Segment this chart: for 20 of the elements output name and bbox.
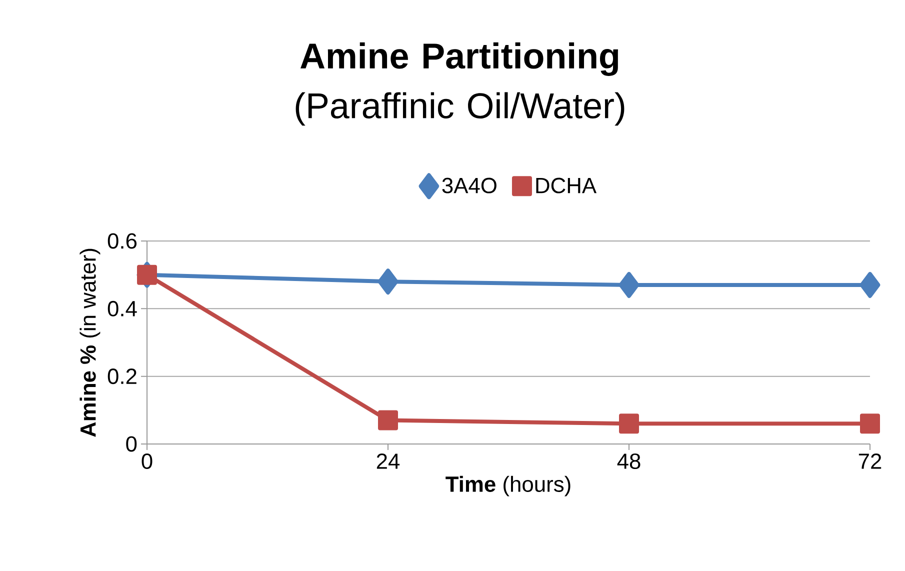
point [619, 414, 640, 434]
x-tick-label: 48 [617, 453, 640, 470]
point [860, 414, 880, 434]
point [378, 268, 398, 295]
x-tick-label: 0 [142, 453, 152, 470]
legend-label: 3A4O [442, 178, 496, 194]
x-tick-label: 24 [376, 453, 400, 469]
y-tick-label: 0.6 [108, 233, 137, 249]
point [618, 272, 640, 298]
x-tick-label: 72 [858, 453, 882, 469]
chart-title: Amine Partitioning (Paraffinic Oil/Water) [296, 42, 624, 126]
point [378, 410, 398, 430]
y-tick-label: 0 [126, 436, 137, 452]
x-axis-title: Time (hours) [446, 476, 570, 496]
y-tick-label: 0.4 [108, 300, 137, 316]
point [860, 272, 880, 298]
legend-label: DCHA [536, 178, 597, 194]
y-tick-label: 0.2 [108, 368, 136, 384]
y-axis-title: Amine % (in water) [80, 248, 100, 437]
point [137, 264, 158, 285]
